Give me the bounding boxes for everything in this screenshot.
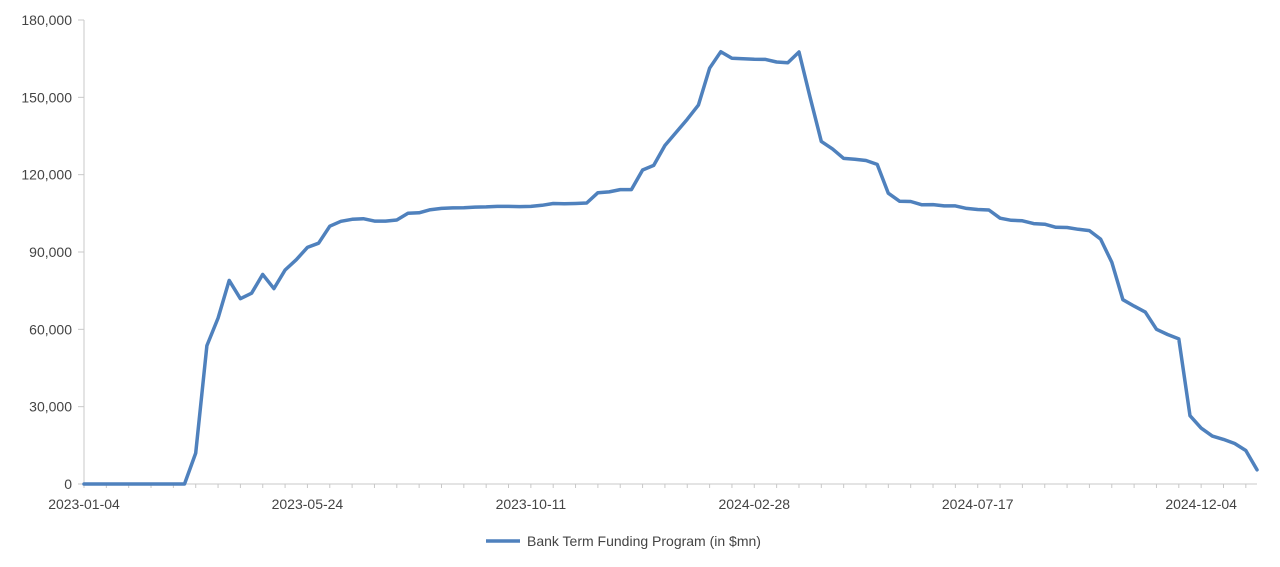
legend-label: Bank Term Funding Program (in $mn) bbox=[527, 533, 761, 549]
y-axis: 0 30,000 60,000 90,000 120,000 150,000 180,000 bbox=[21, 12, 85, 492]
x-axis: 2023-01-04 2023-05-24 2023-10-11 2024-02-28… bbox=[48, 483, 1257, 512]
y-tick-label: 120,000 bbox=[21, 167, 72, 183]
x-tick-label: 2024-07-17 bbox=[942, 496, 1014, 512]
x-tick-label: 2023-01-04 bbox=[48, 496, 120, 512]
y-tick-label: 90,000 bbox=[29, 244, 72, 260]
legend: Bank Term Funding Program (in $mn) bbox=[486, 533, 761, 549]
y-tick-label: 180,000 bbox=[21, 12, 72, 28]
x-tick-label: 2023-10-11 bbox=[496, 496, 567, 512]
y-tick-label: 60,000 bbox=[29, 321, 72, 337]
x-tick-label: 2023-05-24 bbox=[272, 496, 344, 512]
x-tick-label: 2024-02-28 bbox=[718, 496, 790, 512]
series-line bbox=[82, 49, 1259, 486]
series-group bbox=[82, 49, 1259, 486]
x-tick-label: 2024-12-04 bbox=[1165, 496, 1237, 512]
y-tick-label: 150,000 bbox=[21, 89, 72, 105]
y-tick-label: 0 bbox=[64, 476, 72, 492]
y-tick-label: 30,000 bbox=[29, 399, 72, 415]
